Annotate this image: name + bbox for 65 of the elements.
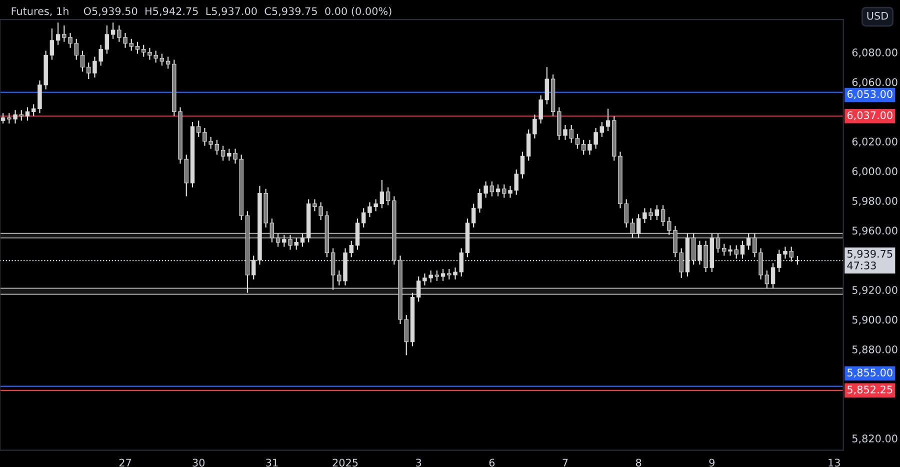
candlestick: [581, 139, 586, 156]
candlestick: [544, 66, 550, 105]
y-tick-label: 5,880.00: [852, 345, 898, 354]
candlestick: [606, 108, 610, 132]
candlestick: [220, 145, 226, 162]
candlestick: [386, 186, 390, 206]
candlestick: [25, 106, 30, 122]
x-tick-label: 2025: [332, 458, 358, 467]
chart-subtitle: O5,939.50 H5,942.75 L5,937.00 C5,939.75 0.00 (0.00%): [84, 7, 392, 16]
candlestick: [355, 218, 360, 250]
candlestick: [276, 232, 280, 248]
candlestick: [166, 56, 170, 70]
candlestick: [104, 25, 110, 54]
candlestick: [50, 28, 54, 60]
x-tick-label: 7: [562, 458, 568, 466]
y-tick-label: 5,960.00: [852, 226, 898, 236]
candlestick: [600, 122, 604, 138]
candlestick: [496, 184, 500, 197]
x-tick-label: 30: [192, 458, 205, 467]
candlestick: [270, 218, 274, 243]
candlestick: [160, 53, 164, 66]
y-tick-label: 5,980.00: [852, 196, 898, 206]
candlestick: [716, 232, 720, 254]
candlestick: [300, 232, 305, 248]
candlestick: [214, 139, 220, 156]
ref-line-label: 5,855.00: [848, 368, 892, 378]
candlestick: [440, 268, 446, 282]
candlestick: [56, 22, 60, 46]
candlestick: [636, 214, 641, 238]
x-tick-label: 9: [709, 458, 714, 467]
candlestick: [490, 180, 494, 197]
candlestick: [520, 151, 525, 180]
x-tick-label: 27: [119, 458, 132, 466]
ref-line-label: 6,037.00: [847, 111, 892, 120]
chart-title: Futures, 1h: [12, 7, 68, 16]
candlestick: [575, 133, 580, 150]
candlestick: [80, 50, 85, 72]
candlestick: [380, 179, 384, 209]
y-tick-label: 6,020.00: [852, 138, 898, 147]
y-tick-label: 5,820.00: [852, 434, 898, 444]
ref-line-label: 5,939.75 47:33: [847, 250, 892, 270]
y-tick-label: 6,000.00: [852, 167, 898, 176]
candlestick: [630, 218, 635, 238]
ref-line-label: 6,053.00: [847, 90, 892, 100]
x-tick-label: 3: [416, 458, 422, 467]
candlestick: [434, 270, 440, 282]
candlestick: [526, 128, 531, 162]
candlestick: [110, 22, 116, 40]
x-tick-label: 6: [489, 458, 495, 467]
candlestick: [770, 262, 776, 289]
candlestick: [746, 232, 751, 250]
y-tick-label: 6,060.00: [852, 78, 898, 88]
y-tick-label: 5,900.00: [852, 316, 898, 325]
ref-line-label: 5,852.25: [848, 386, 892, 395]
text: USD: [867, 12, 888, 20]
x-tick-label: 13: [828, 458, 840, 467]
x-tick-label: 31: [266, 458, 278, 467]
y-tick-label: 6,080.00: [852, 48, 898, 58]
y-tick-label: 5,920.00: [852, 286, 898, 296]
candlestick: [654, 204, 660, 221]
candlestick: [135, 41, 140, 54]
x-tick-label: 8: [636, 458, 642, 467]
candlestick: [764, 270, 770, 289]
candlestick: [660, 204, 666, 227]
candlestick: [0, 112, 6, 124]
